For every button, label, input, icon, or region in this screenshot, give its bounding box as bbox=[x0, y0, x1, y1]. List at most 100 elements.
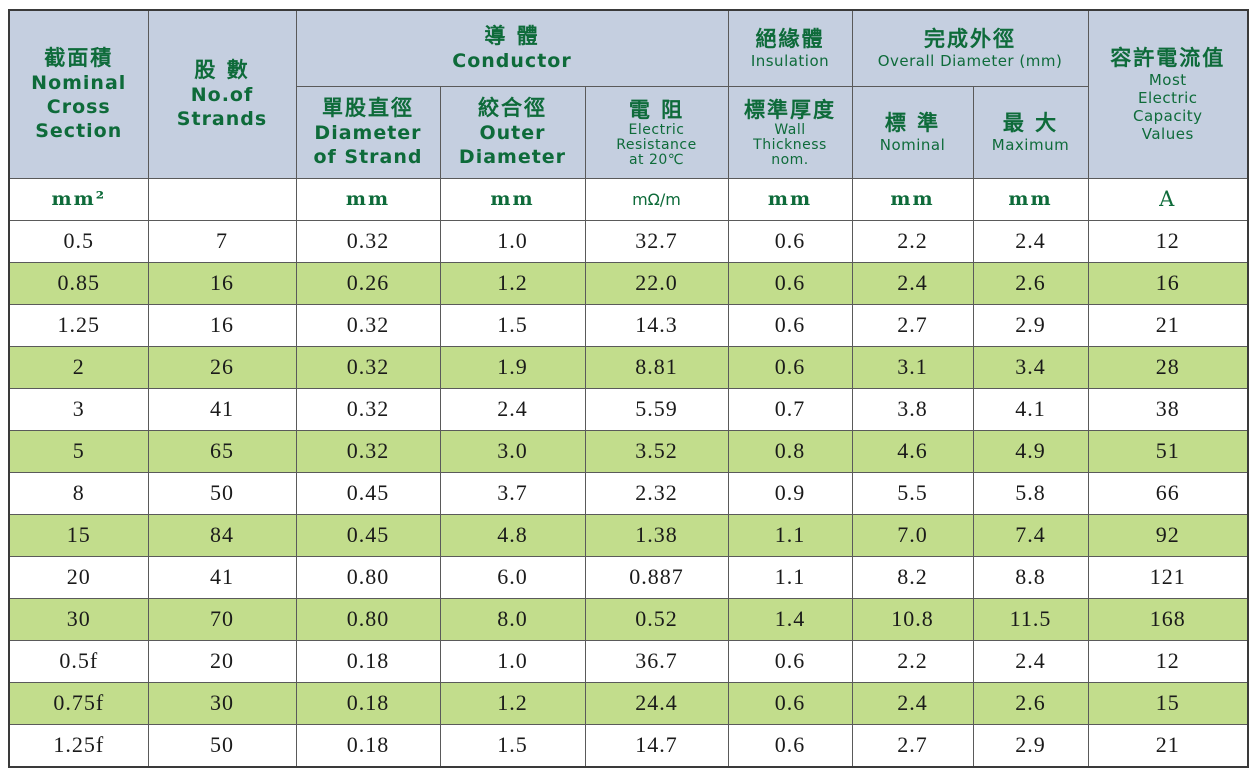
table-cell: 20 bbox=[147, 639, 297, 683]
header-insulation: 絕緣體 Insulation bbox=[727, 9, 853, 87]
table-cell: 16 bbox=[1087, 261, 1249, 305]
table-cell: 1.0 bbox=[439, 639, 586, 683]
table-row: 8 50 0.45 3.7 2.32 0.9 5.5 5.8 66 bbox=[8, 471, 1249, 515]
table-cell: 36.7 bbox=[584, 639, 729, 683]
table-cell: 21 bbox=[1087, 303, 1249, 347]
table-cell: 16 bbox=[147, 261, 297, 305]
header-strand-diameter: 單股直徑 Diameter of Strand bbox=[295, 85, 441, 179]
table-cell: 2.4 bbox=[972, 219, 1089, 263]
table-cell: 3 bbox=[8, 387, 149, 431]
table-header: 截面積 Nominal Cross Section 股 數 No.of Stra… bbox=[8, 9, 1249, 221]
table-cell: 1.5 bbox=[439, 723, 586, 767]
table-cell: 15 bbox=[1087, 681, 1249, 725]
table-row: 0.85 16 0.26 1.2 22.0 0.6 2.4 2.6 16 bbox=[8, 261, 1249, 305]
table-cell: 4.1 bbox=[972, 387, 1089, 431]
table-row: 3 41 0.32 2.4 5.59 0.7 3.8 4.1 38 bbox=[8, 387, 1249, 431]
table-cell: 0.6 bbox=[727, 681, 853, 725]
table-cell: 24.4 bbox=[584, 681, 729, 725]
table-cell: 0.8 bbox=[727, 429, 853, 473]
table-cell: 2.4 bbox=[439, 387, 586, 431]
table-cell: 66 bbox=[1087, 471, 1249, 515]
table-cell: 0.32 bbox=[295, 345, 441, 389]
table-cell: 3.7 bbox=[439, 471, 586, 515]
header-overall-diameter: 完成外徑 Overall Diameter (mm) bbox=[851, 9, 1089, 87]
table-cell: 0.26 bbox=[295, 261, 441, 305]
table-cell: 7.0 bbox=[851, 513, 974, 557]
table-cell: 0.18 bbox=[295, 639, 441, 683]
header-nominal: 標 準 Nominal bbox=[851, 85, 974, 179]
table-cell: 50 bbox=[147, 471, 297, 515]
table-cell: 2.4 bbox=[851, 261, 974, 305]
table-cell: 0.75f bbox=[8, 681, 149, 725]
table-cell: 12 bbox=[1087, 639, 1249, 683]
table-cell: 5.5 bbox=[851, 471, 974, 515]
table-cell: 50 bbox=[147, 723, 297, 767]
table-cell: 10.8 bbox=[851, 597, 974, 641]
table-cell: 7.4 bbox=[972, 513, 1089, 557]
unit-cell: mm bbox=[727, 177, 853, 221]
table-cell: 0.32 bbox=[295, 219, 441, 263]
table-cell: 0.45 bbox=[295, 471, 441, 515]
table-cell: 0.6 bbox=[727, 219, 853, 263]
table-cell: 4.9 bbox=[972, 429, 1089, 473]
table-cell: 16 bbox=[147, 303, 297, 347]
table-cell: 2.4 bbox=[851, 681, 974, 725]
table-cell: 26 bbox=[147, 345, 297, 389]
table-cell: 1.2 bbox=[439, 681, 586, 725]
table-row: 0.5 7 0.32 1.0 32.7 0.6 2.2 2.4 12 bbox=[8, 219, 1249, 263]
table-cell: 5 bbox=[8, 429, 149, 473]
table-row: 5 65 0.32 3.0 3.52 0.8 4.6 4.9 51 bbox=[8, 429, 1249, 473]
table-cell: 2.7 bbox=[851, 723, 974, 767]
table-cell: 30 bbox=[8, 597, 149, 641]
table-cell: 6.0 bbox=[439, 555, 586, 599]
table-cell: 2.2 bbox=[851, 219, 974, 263]
table-row: 1.25f 50 0.18 1.5 14.7 0.6 2.7 2.9 21 bbox=[8, 723, 1249, 767]
table-cell: 2.6 bbox=[972, 261, 1089, 305]
unit-resistance: mΩ/m bbox=[632, 190, 681, 209]
table-body: 0.5 7 0.32 1.0 32.7 0.6 2.2 2.4 12 0.85 16 0.26 1.2 2… bbox=[8, 219, 1249, 767]
table-cell: 92 bbox=[1087, 513, 1249, 557]
table-cell: 0.52 bbox=[584, 597, 729, 641]
table-cell: 5.8 bbox=[972, 471, 1089, 515]
table-cell: 15 bbox=[8, 513, 149, 557]
table-cell: 121 bbox=[1087, 555, 1249, 599]
table-row: 1.25 16 0.32 1.5 14.3 0.6 2.7 2.9 21 bbox=[8, 303, 1249, 347]
header-conductor: 導 體 Conductor bbox=[295, 9, 729, 87]
table-cell: 3.52 bbox=[584, 429, 729, 473]
table-cell: 21 bbox=[1087, 723, 1249, 767]
table-cell: 7 bbox=[147, 219, 297, 263]
table-cell: 1.9 bbox=[439, 345, 586, 389]
table-cell: 0.45 bbox=[295, 513, 441, 557]
table-cell: 28 bbox=[1087, 345, 1249, 389]
spec-table-wrapper: 截面積 Nominal Cross Section 股 數 No.of Stra… bbox=[8, 9, 1250, 772]
table-cell: 1.5 bbox=[439, 303, 586, 347]
table-cell: 8.2 bbox=[851, 555, 974, 599]
table-cell: 0.6 bbox=[727, 639, 853, 683]
table-cell: 0.5f bbox=[8, 639, 149, 683]
cable-spec-table: 截面積 Nominal Cross Section 股 數 No.of Stra… bbox=[8, 9, 1250, 768]
table-cell: 8 bbox=[8, 471, 149, 515]
table-row: 15 84 0.45 4.8 1.38 1.1 7.0 7.4 92 bbox=[8, 513, 1249, 557]
table-cell: 0.6 bbox=[727, 261, 853, 305]
table-cell: 2.9 bbox=[972, 723, 1089, 767]
unit-cell: mm bbox=[972, 177, 1089, 221]
table-cell: 1.2 bbox=[439, 261, 586, 305]
table-cell: 65 bbox=[147, 429, 297, 473]
table-cell: 168 bbox=[1087, 597, 1249, 641]
table-cell: 0.32 bbox=[295, 429, 441, 473]
header-outer-diameter: 絞合徑 Outer Diameter bbox=[439, 85, 586, 179]
table-cell: 0.18 bbox=[295, 681, 441, 725]
table-cell: 0.7 bbox=[727, 387, 853, 431]
table-cell: 2.4 bbox=[972, 639, 1089, 683]
table-cell: 14.3 bbox=[584, 303, 729, 347]
table-cell: 0.6 bbox=[727, 345, 853, 389]
table-cell: 1.0 bbox=[439, 219, 586, 263]
table-cell: 1.38 bbox=[584, 513, 729, 557]
table-cell: 41 bbox=[147, 387, 297, 431]
table-row: 0.75f 30 0.18 1.2 24.4 0.6 2.4 2.6 15 bbox=[8, 681, 1249, 725]
header-capacity: 容許電流值 Most Electric Capacity Values bbox=[1087, 9, 1249, 179]
table-cell: 8.0 bbox=[439, 597, 586, 641]
unit-cell: mm bbox=[439, 177, 586, 221]
table-cell: 14.7 bbox=[584, 723, 729, 767]
unit-cell: mm bbox=[295, 177, 441, 221]
